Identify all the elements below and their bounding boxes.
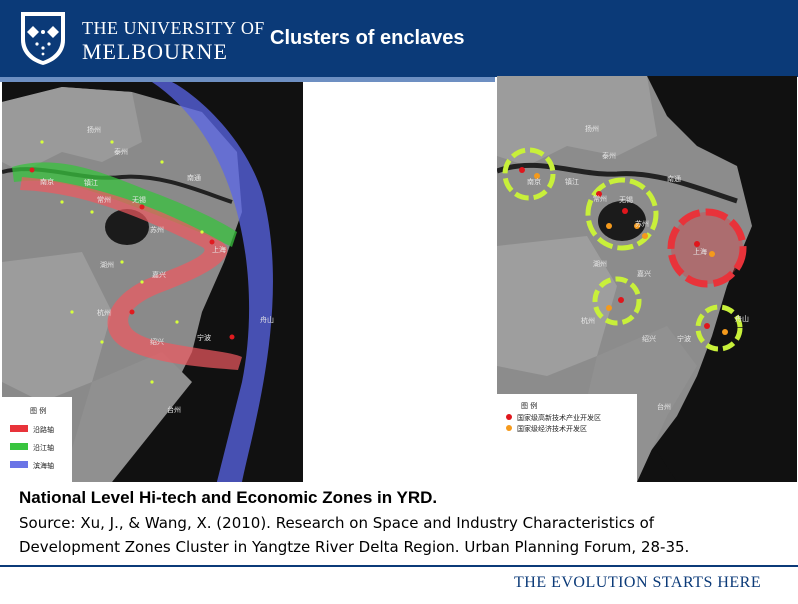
- city-label: 杭州: [581, 316, 595, 325]
- legend-label: 国家级经济技术开发区: [517, 424, 587, 433]
- legend-swatch: [506, 425, 512, 431]
- city-label: 镇江: [84, 178, 98, 187]
- city-label: 镇江: [565, 177, 579, 186]
- city-label: 湖州: [593, 259, 607, 268]
- university-logo[interactable]: THE UNIVERSITY OF MELBOURNE: [14, 8, 264, 70]
- city-label: 扬州: [87, 125, 101, 134]
- city-label: 泰州: [114, 147, 128, 156]
- footer-divider: [0, 565, 798, 567]
- city-label: 绍兴: [642, 334, 656, 343]
- city-label: 绍兴: [150, 337, 164, 346]
- caption-source-line1: Source: Xu, J., & Wang, X. (2010). Resea…: [19, 514, 655, 532]
- city-label: 南通: [667, 174, 681, 183]
- city-label: 无锡: [132, 195, 146, 204]
- university-name-line1: THE UNIVERSITY OF: [82, 18, 265, 38]
- legend-label: 沿江轴: [33, 443, 54, 452]
- city-label: 常州: [593, 194, 607, 203]
- city-label: 泰州: [602, 151, 616, 160]
- right-map-svg: 扬州 泰州 南京 镇江 常州 无锡 苏州 南通 上海 湖州 嘉兴 杭州 绍兴 宁…: [497, 76, 797, 482]
- cluster-ring: [667, 208, 747, 288]
- legend-label: 滨海轴: [33, 461, 54, 470]
- city-label: 台州: [657, 402, 671, 411]
- city-label: 苏州: [635, 219, 649, 228]
- legend-label: 国家级高新技术产业开发区: [517, 413, 601, 422]
- city-label: 湖州: [100, 260, 114, 269]
- caption-source-line2: Development Zones Cluster in Yangtze Riv…: [19, 538, 690, 556]
- city-label: 杭州: [97, 308, 111, 317]
- city-label: 上海: [693, 247, 707, 256]
- city-label: 常州: [97, 195, 111, 204]
- cluster-ring: [585, 177, 659, 251]
- university-name-line2: MELBOURNE: [82, 39, 228, 64]
- legend-swatch: [10, 443, 28, 450]
- left-map-image: 扬州 泰州 南京 镇江 常州 无锡 苏州 南通 上海 湖州 嘉兴 杭州 绍兴 宁…: [2, 82, 303, 482]
- city-label: 舟山: [260, 315, 274, 324]
- city-label: 扬州: [585, 124, 599, 133]
- cluster-ring: [695, 304, 743, 352]
- city-label: 南京: [40, 177, 54, 186]
- cluster-ring: [592, 276, 642, 326]
- city-label: 无锡: [619, 195, 633, 204]
- city-label: 宁波: [197, 333, 211, 342]
- city-label: 宁波: [677, 334, 691, 343]
- legend-title: 图 例: [30, 406, 46, 415]
- crest-icon: [21, 12, 65, 65]
- city-label: 嘉兴: [152, 270, 166, 279]
- accent-bar: [0, 77, 495, 82]
- right-map-image: 扬州 泰州 南京 镇江 常州 无锡 苏州 南通 上海 湖州 嘉兴 杭州 绍兴 宁…: [497, 76, 797, 482]
- city-label: 苏州: [150, 225, 164, 234]
- footer-tagline: THE EVOLUTION STARTS HERE: [514, 574, 762, 591]
- legend-title: 图 例: [521, 401, 537, 410]
- city-label: 台州: [167, 405, 181, 414]
- city-label: 南通: [187, 173, 201, 182]
- city-label: 上海: [212, 245, 226, 254]
- left-map-svg: 扬州 泰州 南京 镇江 常州 无锡 苏州 南通 上海 湖州 嘉兴 杭州 绍兴 宁…: [2, 82, 274, 482]
- header-bar: THE UNIVERSITY OF MELBOURNE Clusters of …: [0, 0, 798, 77]
- cluster-ring: [502, 147, 556, 201]
- caption-heading: National Level Hi-tech and Economic Zone…: [19, 488, 438, 507]
- legend-label: 沿路轴: [33, 425, 54, 434]
- legend-swatch: [506, 414, 512, 420]
- city-label: 南京: [527, 177, 541, 186]
- slide-title: Clusters of enclaves: [270, 27, 465, 49]
- legend-swatch: [10, 425, 28, 432]
- city-label: 舟山: [735, 314, 749, 323]
- city-label: 嘉兴: [637, 269, 651, 278]
- legend-swatch: [10, 461, 28, 468]
